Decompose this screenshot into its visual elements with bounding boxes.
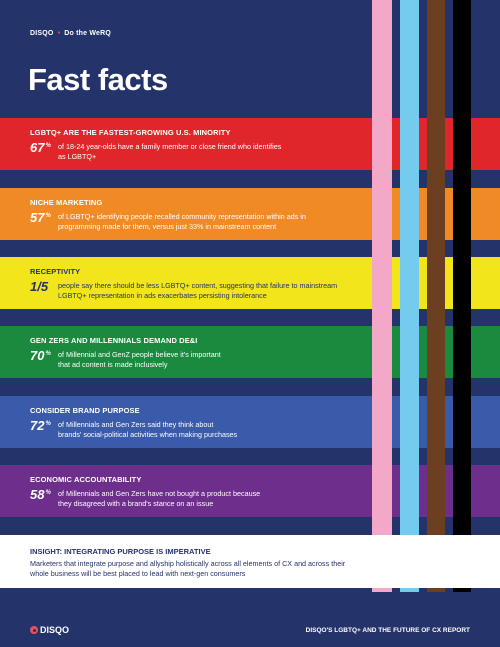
band-dei: Gen Zers and Millennials demand DE&I 70%…	[0, 326, 500, 378]
band-title: LGBTQ+ are the fastest-growing U.S. mino…	[30, 128, 231, 137]
band-description: of LGBTQ+ identifying people recalled co…	[58, 212, 306, 231]
footer-report-title: DISQO'S LGBTQ+ AND THE FUTURE OF CX REPO…	[305, 627, 470, 634]
band-description: of Millennials and Gen Zers have not bou…	[58, 489, 261, 508]
band-stat: 1/5	[30, 279, 49, 294]
insight-box: Insight: Integrating purpose is imperati…	[0, 535, 500, 588]
band-description: people say there should be less LGBTQ+ c…	[58, 281, 338, 300]
header-subtitle: Do the WeRQ	[64, 30, 112, 37]
insight-description: Marketers that integrate purpose and all…	[30, 559, 346, 578]
stripe-black	[453, 0, 471, 592]
band-receptivity: Receptivity 1/5 people say there should …	[0, 257, 500, 309]
header: DISQO • Do the WeRQ	[30, 30, 111, 37]
stripe-pink	[372, 0, 392, 592]
band-title: Gen Zers and Millennials demand DE&I	[30, 336, 198, 345]
band-title: Niche marketing	[30, 198, 103, 207]
band-stat: 72%	[30, 418, 51, 433]
disqo-logo-icon	[30, 626, 38, 634]
band-title: Consider brand purpose	[30, 406, 140, 415]
stripe-light-blue	[400, 0, 419, 592]
band-stat: 58%	[30, 487, 51, 502]
page-title: Fast facts	[28, 62, 168, 97]
band-minority: LGBTQ+ are the fastest-growing U.S. mino…	[0, 118, 500, 170]
band-accountability: Economic accountability 58% of Millennia…	[0, 465, 500, 517]
band-description: of Millennial and GenZ people believe it…	[58, 350, 221, 369]
footer-logo-text: DISQO	[40, 625, 70, 635]
band-stat: 57%	[30, 210, 51, 225]
footer-logo: DISQO	[30, 625, 69, 635]
band-stat: 70%	[30, 348, 51, 363]
band-title: Economic accountability	[30, 475, 142, 484]
stripe-brown	[427, 0, 445, 592]
band-description: of 18-24 year-olds have a family member …	[58, 142, 282, 161]
band-title: Receptivity	[30, 267, 81, 276]
header-separator: •	[57, 30, 61, 37]
band-niche: Niche marketing 57% of LGBTQ+ identifyin…	[0, 188, 500, 240]
band-purpose: Consider brand purpose 72% of Millennial…	[0, 396, 500, 448]
band-stat: 67%	[30, 140, 51, 155]
insight-title: Insight: Integrating purpose is imperati…	[30, 547, 211, 556]
band-description: of Millennials and Gen Zers said they th…	[58, 420, 238, 439]
header-brand: DISQO	[30, 30, 54, 37]
